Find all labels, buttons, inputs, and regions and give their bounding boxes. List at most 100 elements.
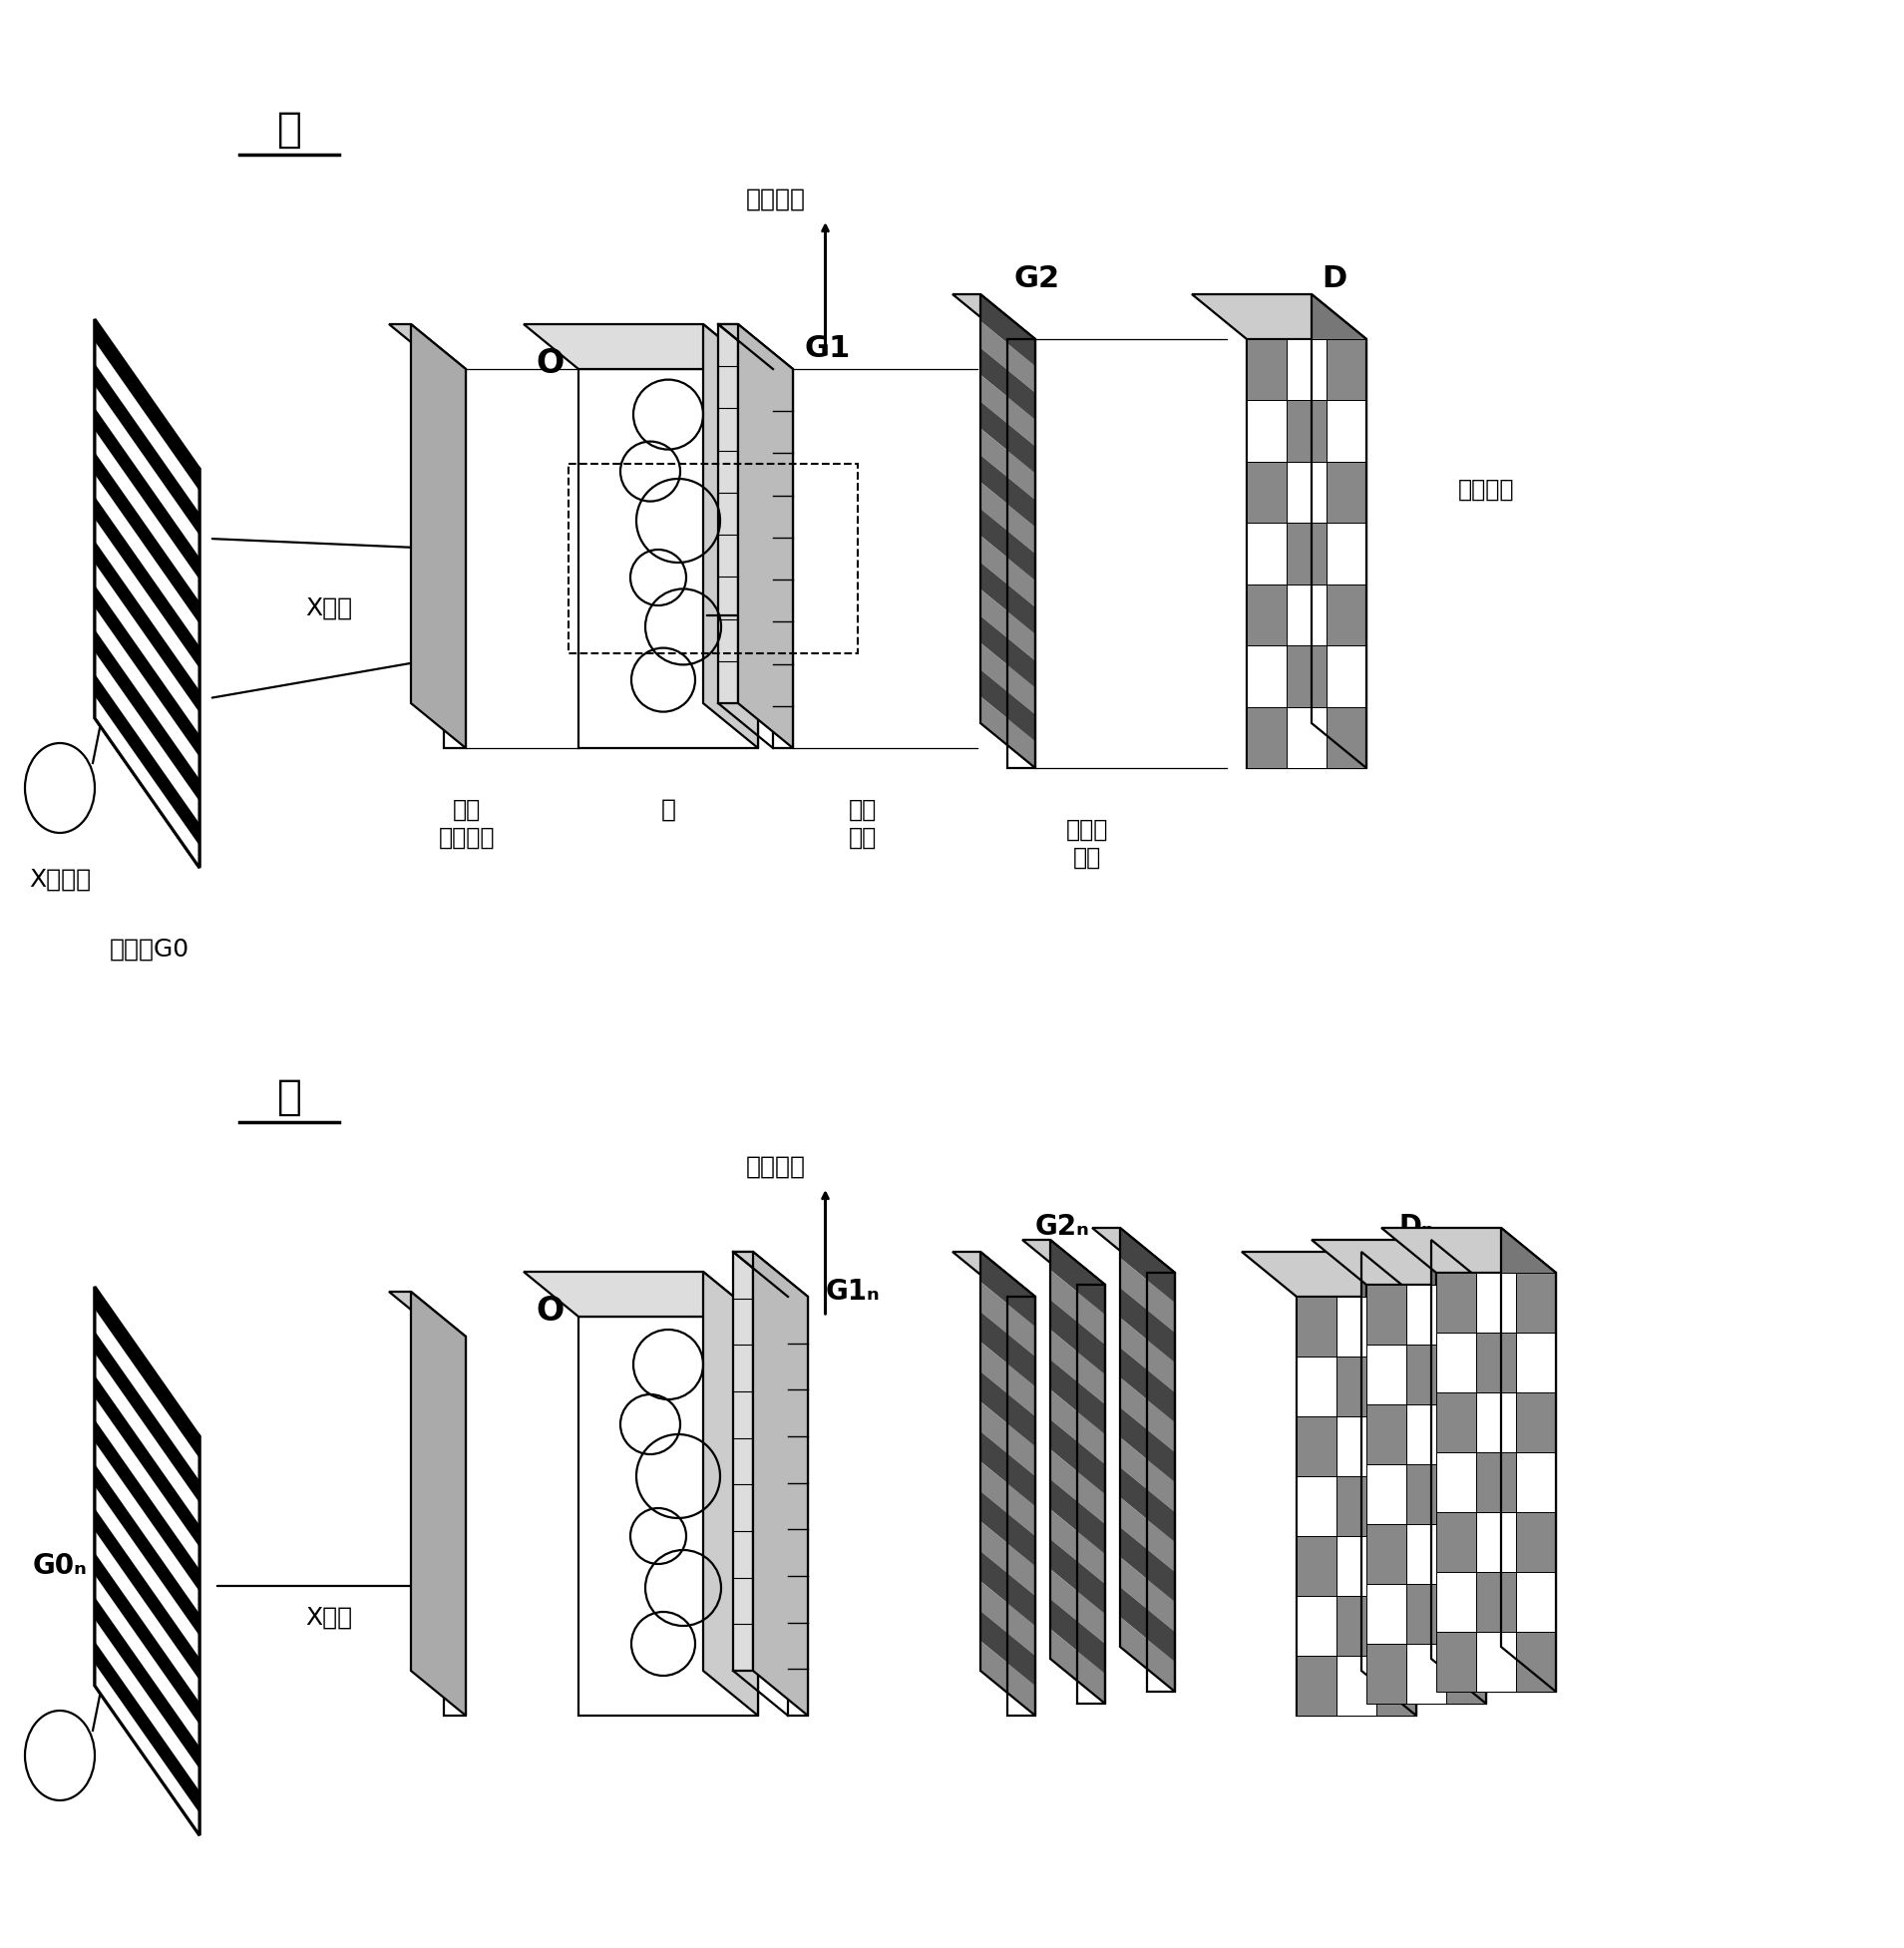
Polygon shape (981, 1342, 1036, 1416)
Polygon shape (1516, 1572, 1556, 1632)
Text: 分束
光栅: 分束 光栅 (849, 799, 878, 849)
Polygon shape (1051, 1629, 1104, 1704)
Polygon shape (981, 481, 1036, 553)
Polygon shape (981, 695, 1036, 768)
Polygon shape (1120, 1527, 1175, 1601)
Polygon shape (1007, 633, 1036, 660)
Polygon shape (1447, 1584, 1487, 1644)
Polygon shape (1432, 1539, 1487, 1644)
Polygon shape (1247, 584, 1287, 645)
Polygon shape (411, 1292, 466, 1716)
Polygon shape (1516, 1272, 1556, 1332)
Polygon shape (95, 319, 200, 867)
Polygon shape (1407, 1584, 1447, 1644)
Polygon shape (1297, 1297, 1417, 1716)
Polygon shape (1500, 1348, 1556, 1453)
Polygon shape (1007, 608, 1036, 633)
Polygon shape (981, 670, 1036, 742)
Polygon shape (733, 1253, 752, 1671)
Polygon shape (773, 368, 792, 748)
Polygon shape (1007, 1297, 1036, 1327)
Polygon shape (718, 323, 792, 368)
Polygon shape (1297, 1595, 1337, 1656)
Polygon shape (1312, 540, 1367, 645)
Polygon shape (1382, 1227, 1556, 1272)
Polygon shape (981, 374, 1036, 446)
Polygon shape (1022, 1239, 1104, 1284)
Polygon shape (579, 1317, 758, 1716)
Polygon shape (1447, 1284, 1487, 1344)
Polygon shape (1377, 1537, 1417, 1595)
Polygon shape (1407, 1405, 1447, 1465)
Polygon shape (952, 294, 1036, 339)
Polygon shape (1146, 1362, 1175, 1393)
Polygon shape (1287, 339, 1327, 401)
Polygon shape (1146, 1453, 1175, 1482)
Polygon shape (981, 643, 1036, 715)
Polygon shape (579, 368, 758, 748)
Polygon shape (95, 1354, 200, 1525)
Polygon shape (1078, 1584, 1104, 1613)
Polygon shape (95, 1619, 200, 1790)
Text: D: D (1321, 265, 1346, 294)
Polygon shape (1436, 1512, 1476, 1572)
Polygon shape (1146, 1543, 1175, 1572)
Polygon shape (1007, 1387, 1036, 1416)
Polygon shape (444, 1336, 466, 1716)
Polygon shape (1312, 477, 1367, 584)
Polygon shape (1432, 1239, 1487, 1344)
Polygon shape (1007, 501, 1036, 526)
Polygon shape (1120, 1556, 1175, 1632)
Polygon shape (1007, 715, 1036, 742)
Polygon shape (1120, 1377, 1175, 1453)
Polygon shape (1007, 419, 1036, 446)
Polygon shape (1500, 1588, 1556, 1691)
Polygon shape (95, 1531, 200, 1703)
Polygon shape (524, 1272, 758, 1317)
Polygon shape (1007, 1537, 1036, 1566)
Polygon shape (1361, 1311, 1417, 1416)
Polygon shape (1078, 1344, 1104, 1375)
Polygon shape (1078, 1434, 1104, 1465)
Polygon shape (1312, 417, 1367, 522)
Text: G2ₙ: G2ₙ (1036, 1214, 1089, 1241)
Polygon shape (1476, 1453, 1516, 1512)
Polygon shape (1361, 1551, 1417, 1656)
Text: G1: G1 (805, 335, 851, 364)
Polygon shape (411, 323, 466, 748)
Polygon shape (981, 429, 1036, 501)
Polygon shape (95, 695, 200, 867)
Polygon shape (1447, 1344, 1487, 1405)
Polygon shape (1367, 1523, 1407, 1584)
Polygon shape (1007, 339, 1036, 366)
Polygon shape (1146, 1512, 1175, 1543)
Polygon shape (981, 1461, 1036, 1537)
Polygon shape (981, 456, 1036, 526)
Polygon shape (1247, 339, 1287, 401)
Polygon shape (1327, 339, 1367, 401)
Polygon shape (1500, 1227, 1556, 1332)
Polygon shape (1078, 1375, 1104, 1405)
Polygon shape (95, 431, 200, 602)
Polygon shape (1367, 1465, 1407, 1523)
Polygon shape (1007, 446, 1036, 473)
Polygon shape (1146, 1393, 1175, 1422)
Polygon shape (1516, 1393, 1556, 1453)
Polygon shape (1120, 1617, 1175, 1691)
Polygon shape (1146, 1662, 1175, 1691)
Polygon shape (1078, 1465, 1104, 1494)
Polygon shape (1007, 1416, 1036, 1445)
Polygon shape (1287, 584, 1327, 645)
Polygon shape (1432, 1599, 1487, 1704)
Polygon shape (1327, 645, 1367, 707)
Polygon shape (981, 1551, 1036, 1627)
Text: X射线源: X射线源 (29, 867, 91, 892)
Polygon shape (1327, 584, 1367, 645)
Polygon shape (1051, 1420, 1104, 1494)
Polygon shape (1337, 1595, 1377, 1656)
Polygon shape (1377, 1297, 1417, 1356)
Polygon shape (1297, 1356, 1337, 1416)
Polygon shape (718, 323, 739, 703)
Polygon shape (981, 588, 1036, 660)
Polygon shape (1007, 1506, 1036, 1537)
